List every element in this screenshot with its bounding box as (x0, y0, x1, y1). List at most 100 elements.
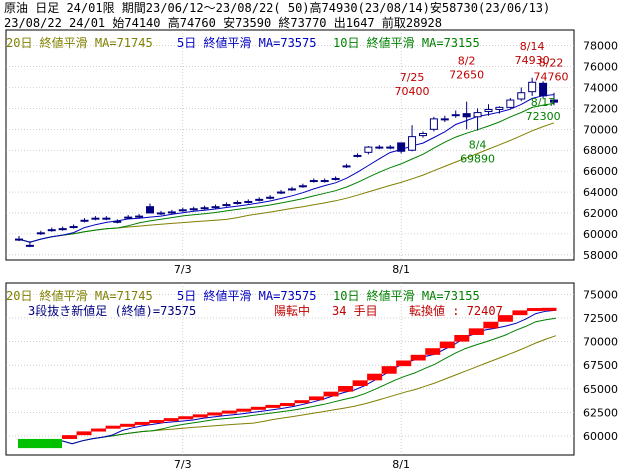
candle-up (80, 219, 89, 222)
brick-up (338, 386, 354, 392)
candle-up (255, 198, 264, 201)
top-legend-ma20: 20日 終値平滑 MA=71745 (6, 36, 153, 50)
candle-down (550, 99, 558, 103)
candle-up (266, 196, 275, 199)
bottom-y-tick-label: 70000 (583, 336, 618, 349)
annotation-low-value: 72300 (526, 110, 561, 123)
annotation-high-date: 8/14 (520, 40, 545, 53)
brick-up (367, 373, 383, 381)
brick-up (512, 310, 528, 316)
candle-up (473, 112, 482, 118)
bottom-legend-kagi-count: 34 手目 (332, 304, 378, 318)
candle-up (233, 202, 242, 204)
candle-up (91, 217, 100, 220)
candle-up (211, 206, 220, 209)
top-panel-frame (5, 29, 575, 261)
bottom-legend-ma5: 5日 終値平滑 MA=73575 (177, 289, 317, 303)
top-y-tick-label: 68000 (583, 144, 618, 157)
candle-up (517, 92, 526, 100)
candle-up (47, 229, 56, 232)
candle-up (200, 207, 209, 210)
candle-up (298, 185, 307, 188)
brick-up (221, 410, 237, 414)
candle-up (244, 200, 253, 203)
top-x-tick-label: 7/3 (174, 263, 192, 276)
brick-up (163, 418, 179, 422)
top-y-tick-label: 70000 (583, 123, 618, 136)
bottom-y-tick-label: 65000 (583, 383, 618, 396)
annotation-low-date: 8/4 (469, 138, 487, 151)
brick-up (454, 334, 470, 342)
candle-up (353, 154, 362, 157)
brick-up (541, 307, 557, 311)
candle-up (25, 244, 34, 247)
bottom-legend-kagi-state: 陽転中 (274, 304, 311, 318)
brick-up (483, 321, 499, 329)
candle-down (397, 142, 406, 152)
candle-up (135, 215, 144, 218)
candle-up (102, 217, 111, 220)
brick-up (91, 428, 107, 432)
candle-down (146, 206, 155, 214)
candle-up (287, 188, 296, 191)
candle-up (222, 204, 231, 207)
candle-up (156, 212, 165, 215)
brick-up (497, 315, 513, 322)
bottom-ma10-line (61, 317, 557, 445)
annotation-high-value: 74930 (515, 54, 550, 67)
bottom-panel-grid (5, 282, 575, 456)
bottom-x-tick-label: 7/3 (174, 458, 192, 471)
top-panel-x-axis: 7/3 8/1 (174, 263, 410, 276)
brick-up (236, 408, 252, 412)
candle-up (440, 118, 449, 121)
top-ma5-line (18, 94, 555, 243)
brick-up (410, 354, 426, 361)
bottom-legend-ma10: 10日 終値平滑 MA=73155 (333, 289, 480, 303)
candle-up (528, 81, 537, 93)
brick-up (207, 412, 223, 416)
bottom-legend-ma20: 20日 終値平滑 MA=71745 (6, 289, 153, 303)
bottom-panel-x-axis: 7/3 8/1 (174, 458, 410, 471)
candle-up (418, 133, 427, 137)
bottom-y-tick-label: 72500 (583, 312, 618, 325)
annotation-high-date: 8/22 (539, 57, 564, 70)
top-panel-candles (15, 77, 558, 248)
brick-up (76, 431, 92, 436)
candle-up (408, 136, 417, 151)
brick-up (468, 328, 484, 335)
brick-up (309, 396, 325, 401)
brick-up (352, 380, 368, 387)
candle-up (429, 118, 438, 130)
candle-up (113, 220, 122, 223)
candle-up (124, 216, 133, 219)
top-y-tick-label: 72000 (583, 102, 618, 115)
candle-up (342, 165, 351, 168)
top-ma10-line (18, 102, 555, 243)
candle-up (189, 208, 198, 211)
candle-up (451, 114, 460, 117)
header-line-2: 23/08/22 24/01 始74140 高74760 安73590 終737… (4, 16, 443, 30)
candle-up (506, 99, 515, 108)
top-panel-moving-averages (18, 94, 555, 243)
top-y-tick-label: 62000 (583, 207, 618, 220)
candle-down (539, 82, 548, 97)
brick-up (526, 308, 542, 312)
candle-up (495, 106, 504, 110)
top-y-tick-label: 58000 (583, 249, 618, 262)
candle-up (364, 146, 373, 153)
candle-up (277, 191, 286, 194)
bottom-y-tick-label: 75000 (583, 288, 618, 301)
brick-up (149, 420, 165, 424)
annotation-high-value: 70400 (395, 85, 430, 98)
brick-up (279, 403, 295, 407)
candle-up (320, 180, 329, 183)
bottom-x-tick-label: 8/1 (392, 458, 410, 471)
candle-up (178, 209, 187, 212)
top-y-tick-label: 64000 (583, 186, 618, 199)
brick-up (396, 360, 412, 367)
bottom-y-tick-label: 67500 (583, 359, 618, 372)
candle-up (375, 146, 384, 149)
bottom-panel-frame (5, 282, 575, 456)
brick-up (439, 341, 455, 349)
